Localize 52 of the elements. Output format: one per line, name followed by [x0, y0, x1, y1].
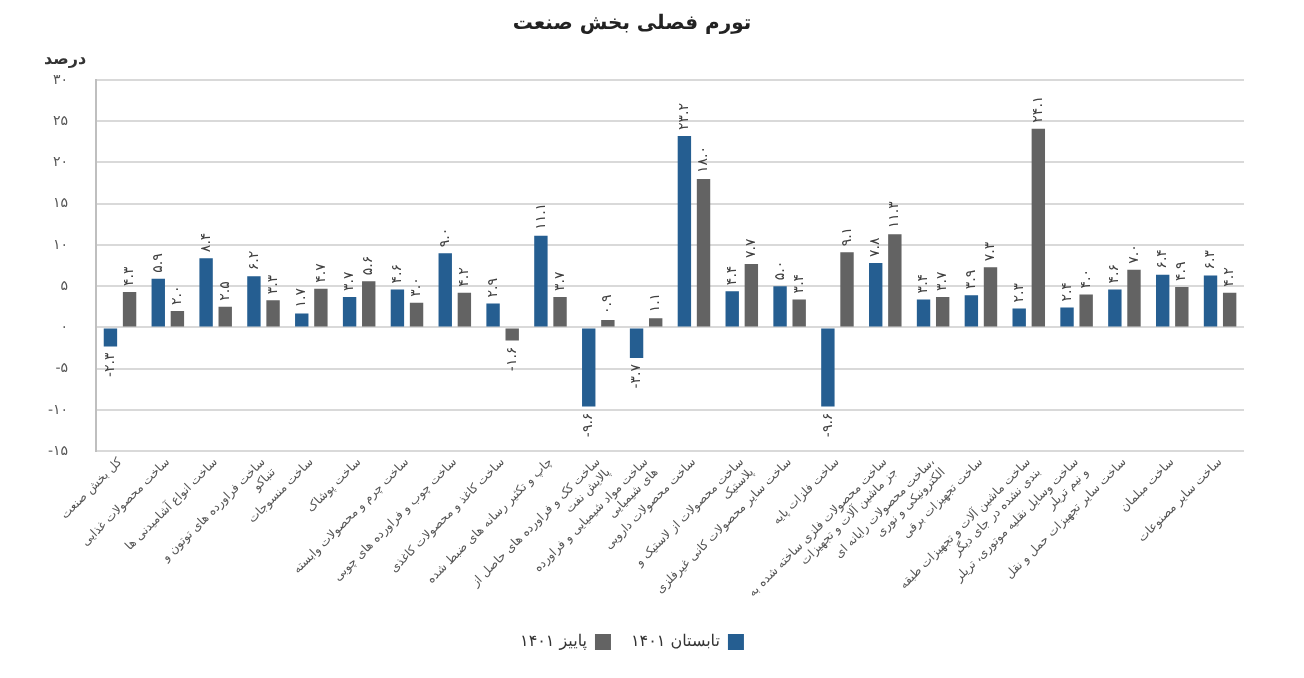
bar [983, 267, 998, 327]
legend-label: پاییز ۱۴۰۱ [520, 632, 587, 651]
bar [409, 302, 424, 327]
bar [151, 278, 165, 327]
bar [122, 291, 137, 327]
bar [840, 252, 854, 327]
bar [199, 258, 213, 327]
bar [1108, 289, 1122, 327]
bar [218, 306, 232, 327]
legend-label: تابستان ۱۴۰۱ [630, 632, 720, 651]
bar [888, 234, 902, 327]
bar [438, 253, 452, 327]
bar [362, 281, 376, 327]
bar [534, 235, 548, 327]
bar [1222, 292, 1237, 327]
bar [601, 320, 615, 327]
y-axis-title: درصد [44, 50, 87, 69]
bar [314, 288, 328, 327]
bar [247, 276, 261, 327]
bar [1175, 287, 1189, 327]
chart-title: تورم فصلی بخش صنعت [512, 13, 752, 36]
bar [725, 291, 739, 327]
bar [649, 318, 663, 327]
bar [486, 303, 500, 327]
bar [170, 310, 185, 327]
bar [457, 292, 472, 327]
bar [935, 296, 950, 327]
bar [390, 289, 405, 327]
bar [744, 263, 759, 327]
bar [1060, 307, 1074, 327]
bar [103, 328, 118, 347]
bar [266, 300, 280, 327]
bar [582, 328, 596, 407]
bar [1031, 128, 1046, 327]
bar [916, 299, 931, 327]
bar [821, 328, 835, 407]
bar [773, 286, 787, 327]
bar [696, 178, 711, 327]
bar [1203, 275, 1218, 327]
bar [964, 295, 979, 327]
bar [677, 136, 692, 327]
bar [792, 299, 806, 327]
bar [869, 263, 883, 327]
bar [342, 296, 357, 327]
bar [1127, 269, 1141, 327]
bar [505, 328, 519, 341]
bar [1155, 274, 1170, 327]
bar [1012, 308, 1026, 327]
bar [629, 328, 644, 358]
bar [553, 296, 567, 327]
bar [1079, 294, 1093, 327]
bar [295, 313, 309, 327]
